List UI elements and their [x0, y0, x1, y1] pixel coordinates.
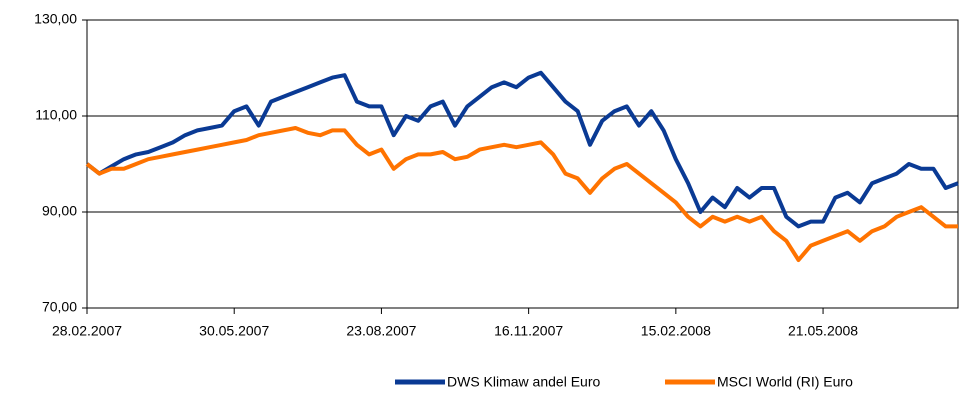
legend-label: DWS Klimaw andel Euro [447, 374, 600, 390]
x-tick-label: 23.08.2007 [346, 323, 416, 339]
plot-frame [86, 19, 959, 309]
x-tick-label: 15.02.2008 [641, 323, 711, 339]
y-tick-label: 90,00 [42, 203, 77, 219]
y-tick-label: 130,00 [34, 11, 77, 27]
x-tick-label: 30.05.2007 [199, 323, 269, 339]
y-tick-label: 70,00 [42, 299, 77, 315]
y-tick-label: 110,00 [35, 107, 77, 123]
series-line [85, 126, 958, 262]
series-line [85, 70, 959, 229]
x-tick-label: 16.11.2007 [494, 323, 563, 339]
legend-label: MSCI World (RI) Euro [717, 374, 853, 390]
x-tick-label: 28.02.2007 [52, 323, 122, 339]
x-tick-label: 21.05.2008 [788, 323, 858, 339]
